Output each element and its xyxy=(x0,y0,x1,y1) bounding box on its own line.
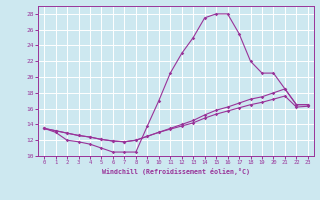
X-axis label: Windchill (Refroidissement éolien,°C): Windchill (Refroidissement éolien,°C) xyxy=(102,168,250,175)
